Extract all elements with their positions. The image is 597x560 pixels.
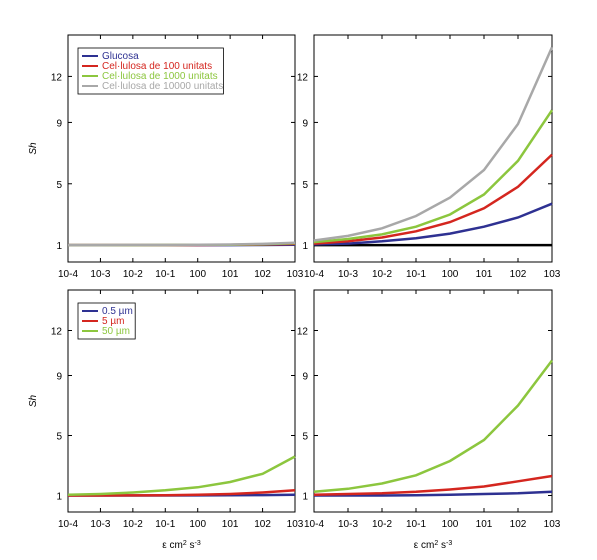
x-tick-label: 10-3 [338, 519, 358, 530]
x-axis-label: ε cm2 s-3 [414, 540, 453, 552]
x-tick-label: 100 [189, 269, 206, 280]
y-tick-label: 12 [297, 327, 309, 338]
y-tick-label: 9 [56, 372, 62, 383]
x-tick-label: 102 [510, 519, 527, 530]
series-line [68, 241, 296, 247]
plot-area [313, 289, 553, 513]
x-tick-label: 103 [287, 519, 304, 530]
y-tick-label: 12 [51, 327, 63, 338]
y-tick-label: 12 [297, 72, 309, 83]
x-tick-label: 103 [544, 519, 561, 530]
y-tick-label: 5 [56, 180, 62, 191]
x-tick-label: 101 [222, 519, 239, 530]
y-tick-label: 12 [51, 72, 63, 83]
series-line [67, 455, 296, 497]
series-line [313, 46, 554, 242]
x-tick-label: 100 [442, 519, 459, 530]
x-tick-label: 103 [287, 269, 304, 280]
y-axis-label: Sh [28, 142, 39, 155]
x-tick-label: 102 [254, 269, 271, 280]
legend-label: Cel·lulosa de 1000 unitats [102, 71, 218, 82]
x-tick-label: 10-4 [58, 519, 78, 530]
plot-area [313, 34, 553, 263]
y-tick-label: 5 [302, 432, 308, 443]
x-tick-label: 101 [476, 269, 493, 280]
y-tick-label: 5 [56, 432, 62, 443]
series-line [313, 474, 553, 497]
x-tick-label: 101 [222, 269, 239, 280]
x-tick-label: 102 [510, 269, 527, 280]
x-tick-label: 100 [189, 519, 206, 530]
y-tick-label: 9 [302, 118, 308, 129]
x-tick-label: 10-2 [372, 269, 392, 280]
x-tick-label: 103 [544, 269, 561, 280]
legend-label: 0.5 µm [102, 306, 133, 317]
y-tick-label: 1 [56, 241, 62, 252]
legend-label: 50 µm [102, 326, 130, 337]
legend-label: Cel·lulosa de 100 unitats [102, 61, 212, 72]
x-tick-label: 10-4 [304, 269, 324, 280]
series-line [314, 490, 553, 497]
series-line [313, 359, 553, 494]
x-tick-label: 10-1 [155, 269, 175, 280]
legend-label: 5 µm [102, 316, 124, 327]
x-tick-label: 10-2 [123, 519, 143, 530]
x-tick-label: 10-3 [338, 269, 358, 280]
series-line [313, 109, 554, 244]
x-tick-label: 10-4 [58, 269, 78, 280]
y-tick-label: 1 [302, 492, 308, 503]
x-tick-label: 10-2 [123, 269, 143, 280]
series-line [313, 202, 553, 246]
x-axis-label: ε cm2 s-3 [162, 540, 201, 552]
x-tick-label: 101 [476, 519, 493, 530]
y-tick-label: 5 [302, 180, 308, 191]
x-tick-label: 10-1 [155, 519, 175, 530]
x-tick-label: 100 [442, 269, 459, 280]
series-line [68, 489, 296, 497]
x-tick-label: 10-3 [90, 269, 110, 280]
legend-label: Glucosa [102, 51, 139, 62]
x-tick-label: 10-2 [372, 519, 392, 530]
y-axis-label: Sh [28, 394, 39, 407]
x-tick-label: 10-1 [406, 269, 426, 280]
x-tick-label: 102 [254, 519, 271, 530]
legend-box [77, 47, 224, 95]
x-tick-label: 10-1 [406, 519, 426, 530]
y-tick-label: 9 [302, 372, 308, 383]
x-tick-label: 10-4 [304, 519, 324, 530]
series-line [313, 153, 553, 245]
x-tick-label: 10-3 [90, 519, 110, 530]
y-tick-label: 1 [302, 241, 308, 252]
legend-label: Cel·lulosa de 10000 unitats [102, 81, 223, 92]
y-tick-label: 1 [56, 492, 62, 503]
y-tick-label: 9 [56, 118, 62, 129]
